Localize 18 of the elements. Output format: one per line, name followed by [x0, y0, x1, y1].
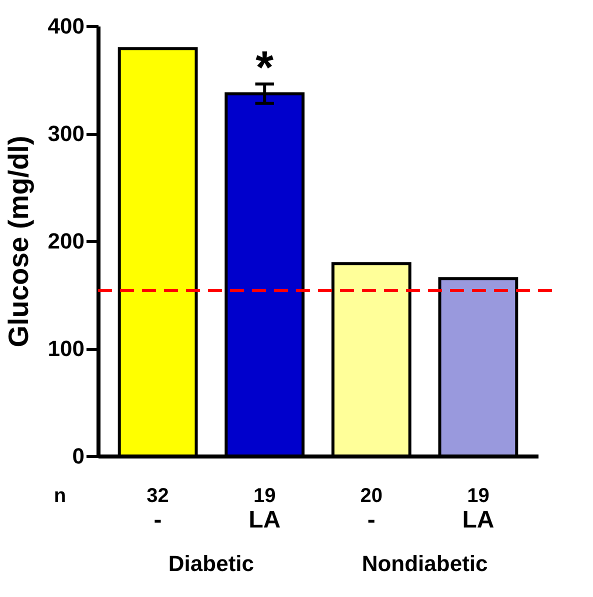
text: n	[54, 485, 66, 507]
x-tick-label: -	[154, 506, 162, 534]
x-tick-label: -	[367, 506, 376, 534]
y-tick-label: 400	[48, 14, 84, 38]
text: Diabetic	[168, 551, 254, 576]
y-tick-label: 200	[48, 228, 84, 254]
text: 20	[360, 485, 383, 507]
text: Nondiabetic	[362, 551, 488, 576]
text: 19	[253, 485, 276, 507]
x-tick-label: LA	[248, 506, 281, 534]
annotation: *	[256, 41, 274, 93]
text: 32	[146, 485, 169, 507]
text: 19	[467, 485, 490, 507]
y-tick-label: 0	[72, 444, 84, 468]
y-tick-label: 300	[48, 121, 84, 146]
y-axis-title: Glucose (mg/dl)	[2, 136, 34, 348]
x-tick-label: LA	[462, 506, 494, 534]
y-tick-label: 100	[48, 336, 84, 361]
